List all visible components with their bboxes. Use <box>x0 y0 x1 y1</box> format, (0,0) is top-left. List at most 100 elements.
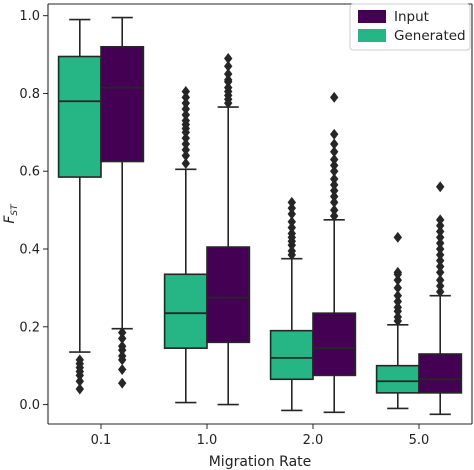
box-iqr <box>418 353 463 394</box>
x-axis-label: Migration Rate <box>209 454 312 470</box>
box-input-1.0 <box>206 52 251 406</box>
flier-point <box>330 173 339 185</box>
flier-point <box>330 191 339 202</box>
box-iqr <box>312 312 357 377</box>
flier-point <box>330 165 339 177</box>
flier-point <box>118 354 127 366</box>
y-tick-label: 0.2 <box>19 320 40 335</box>
flier-point <box>75 369 84 381</box>
flier-point <box>436 274 445 286</box>
flier-point <box>393 301 402 313</box>
flier-point <box>436 231 445 243</box>
y-tick-label: 0.6 <box>19 165 40 180</box>
flier-point <box>330 204 339 216</box>
box-iqr <box>206 246 251 344</box>
flier-point <box>393 296 402 307</box>
flier-point <box>181 138 190 150</box>
flier-point <box>181 115 190 127</box>
flier-point <box>436 286 445 298</box>
box-input-5.0 <box>418 181 463 416</box>
box-input-0.1 <box>100 16 145 389</box>
box-generated-5.0 <box>375 231 420 410</box>
flier-point <box>330 185 339 197</box>
flier-point <box>393 274 402 286</box>
flier-point <box>181 109 190 121</box>
flier-point <box>181 150 190 162</box>
flier-point <box>436 220 445 232</box>
y-tick-label: 0.4 <box>19 243 40 258</box>
flier-point <box>436 214 445 226</box>
plot-area <box>57 16 463 416</box>
box-input-2.0 <box>312 91 357 414</box>
x-tick-label: 0.1 <box>91 433 112 448</box>
flier-point <box>393 282 402 294</box>
flier-point <box>330 154 339 166</box>
flier-point <box>118 332 127 344</box>
x-tick-label: 2.0 <box>303 433 324 448</box>
flier-point <box>436 249 445 261</box>
box-iqr <box>163 273 208 349</box>
flier-point <box>330 146 339 158</box>
flier-point <box>181 97 190 109</box>
box-generated-2.0 <box>269 196 314 412</box>
flier-point <box>224 60 233 72</box>
y-tick-label: 1.0 <box>19 9 40 24</box>
legend-swatch-input <box>358 10 386 23</box>
flier-point <box>436 181 445 193</box>
flier-point <box>287 222 296 234</box>
flier-point <box>330 179 339 191</box>
flier-point <box>330 159 339 171</box>
y-tick-label: 0.8 <box>19 87 40 102</box>
flier-point <box>118 377 127 389</box>
flier-point <box>287 208 296 220</box>
box-iqr <box>57 55 102 178</box>
flier-point <box>393 290 402 302</box>
flier-point <box>436 237 445 249</box>
flier-point <box>224 68 233 80</box>
flier-point <box>393 231 402 243</box>
legend-swatch-generated <box>358 29 386 42</box>
flier-point <box>75 383 84 395</box>
flier-point <box>287 216 296 228</box>
box-generated-0.1 <box>57 18 102 395</box>
flier-point <box>436 243 445 255</box>
flier-point <box>287 227 296 239</box>
flier-point <box>436 280 445 292</box>
flier-point <box>118 344 127 356</box>
flier-point <box>287 196 296 208</box>
x-tick-label: 5.0 <box>409 433 430 448</box>
legend-label-generated: Generated <box>394 28 466 44</box>
flier-point <box>181 86 190 97</box>
flier-point <box>181 157 190 169</box>
legend-label-input: Input <box>394 9 429 25</box>
box-iqr <box>100 45 145 163</box>
flier-point <box>181 132 190 144</box>
flier-point <box>436 226 445 237</box>
axes: 0.0 0.2 0.4 0.6 0.8 1.0 0.1 1.0 2.0 5.0 <box>19 3 473 448</box>
flier-point <box>393 311 402 323</box>
flier-point <box>330 91 339 103</box>
flier-point <box>181 103 190 115</box>
y-axis-label-sub: ST <box>10 203 20 216</box>
box-iqr <box>375 364 420 394</box>
flier-point <box>118 327 127 339</box>
flier-point <box>436 266 445 278</box>
flier-point <box>330 210 339 222</box>
flier-point <box>118 364 127 376</box>
flier-point <box>436 255 445 267</box>
y-axis-label: FST <box>2 203 20 224</box>
flier-point <box>330 138 339 150</box>
flier-point <box>181 91 190 103</box>
x-tick-label: 1.0 <box>197 433 218 448</box>
flier-point <box>393 266 402 278</box>
legend: Input Generated <box>349 3 471 51</box>
box-generated-1.0 <box>163 86 208 404</box>
box-iqr <box>269 329 314 381</box>
flier-point <box>287 245 296 257</box>
flier-point <box>181 144 190 156</box>
flier-point <box>330 196 339 208</box>
y-tick-label: 0.0 <box>19 398 40 413</box>
flier-point <box>224 82 233 94</box>
flier-point <box>224 52 233 64</box>
